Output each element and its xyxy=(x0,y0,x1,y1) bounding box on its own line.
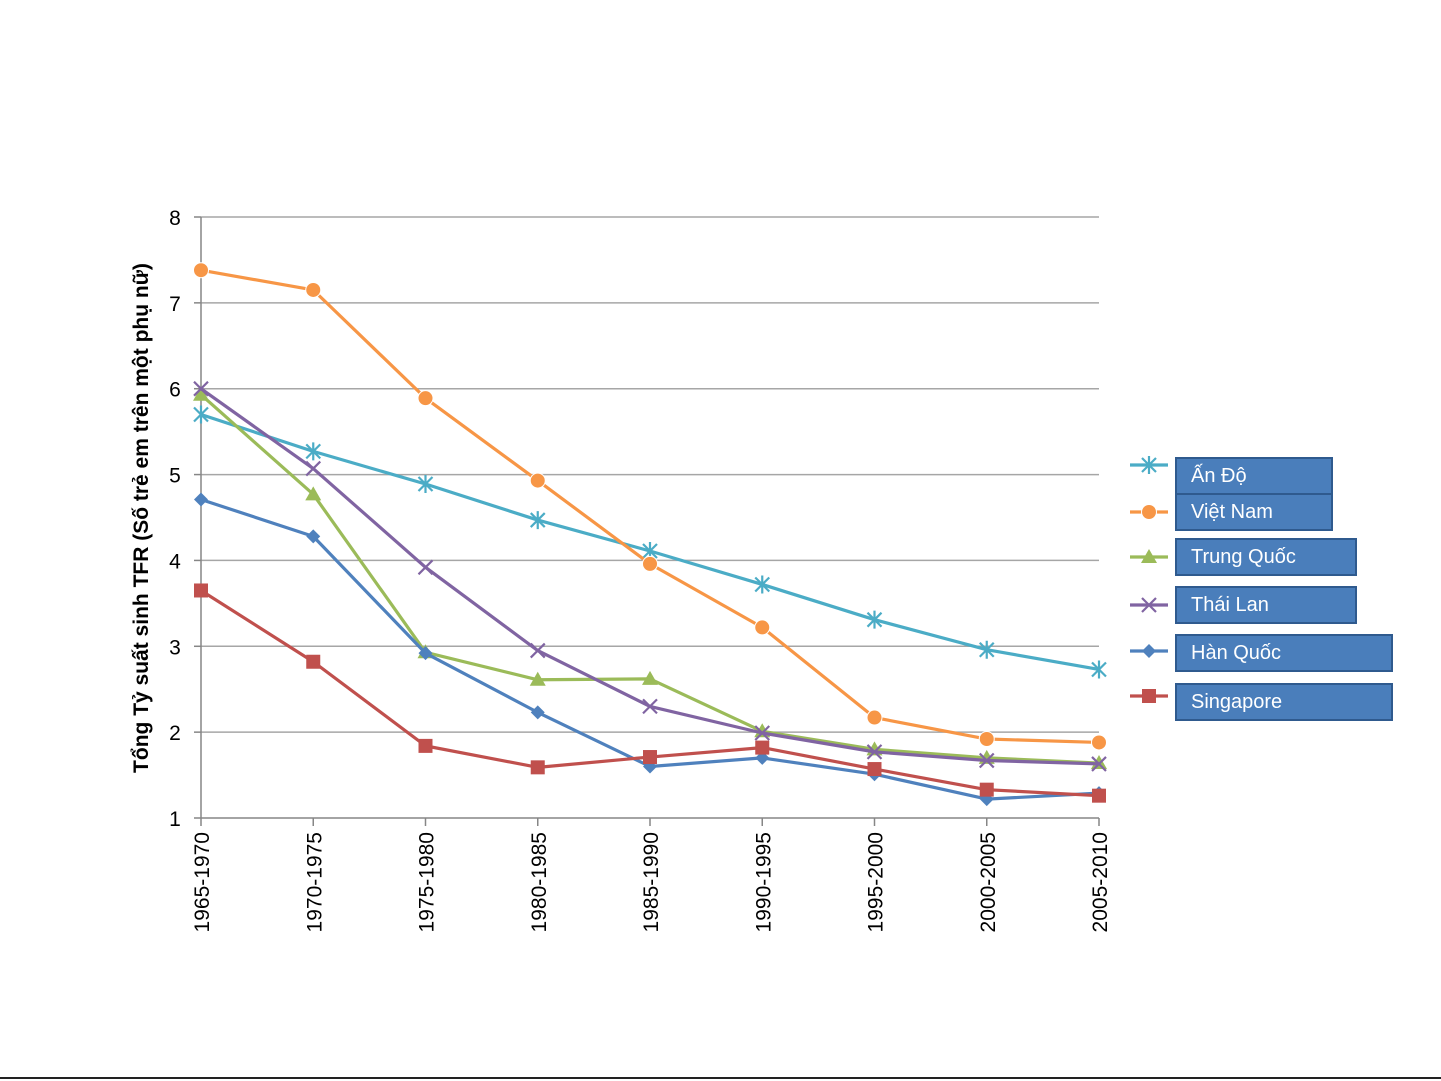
y-tick-label: 2 xyxy=(169,722,181,745)
x-tick-label: 1990-1995 xyxy=(752,832,775,932)
data-point xyxy=(754,575,771,594)
y-tick-label: 5 xyxy=(169,465,181,488)
y-tick-label: 8 xyxy=(169,207,181,230)
data-point xyxy=(417,559,434,576)
data-point xyxy=(194,492,208,507)
data-point xyxy=(529,671,546,686)
data-point xyxy=(418,738,433,753)
data-point xyxy=(978,752,995,769)
data-point xyxy=(1091,755,1107,770)
data-point xyxy=(643,750,657,765)
legend-key-marker xyxy=(1141,456,1157,474)
legend-entry: Ấn Độ xyxy=(1175,457,1333,495)
x-tick-label: 1970-1975 xyxy=(303,832,326,932)
series-0 xyxy=(193,405,1107,679)
data-point xyxy=(642,555,658,572)
y-tick-label: 4 xyxy=(169,550,181,573)
y-tick-label: 6 xyxy=(169,379,181,402)
y-tick-label: 7 xyxy=(169,293,181,316)
data-point xyxy=(417,390,434,407)
y-tick-label: 3 xyxy=(169,636,181,659)
series-5 xyxy=(194,583,1106,803)
data-point xyxy=(642,698,658,715)
data-point xyxy=(194,583,208,598)
data-point xyxy=(418,646,433,661)
data-point xyxy=(305,460,322,477)
data-point xyxy=(193,386,209,401)
data-point xyxy=(866,709,883,726)
grid-lines xyxy=(201,216,1099,733)
y-axis-title: Tổng Tỷ suất sinh TFR (Số trẻ em trên mộ… xyxy=(130,263,153,773)
x-tick-label: 1995-2000 xyxy=(865,832,888,932)
data-point xyxy=(305,442,322,461)
data-point xyxy=(1091,660,1107,679)
data-point xyxy=(306,529,321,544)
x-tick-label: 2005-2010 xyxy=(1089,832,1112,932)
legend-entry: Trung Quốc xyxy=(1175,538,1357,576)
data-point xyxy=(530,705,545,720)
legend-key-marker xyxy=(1141,504,1157,520)
data-point xyxy=(867,762,882,777)
series-3 xyxy=(193,380,1107,772)
y-tick-label: 1 xyxy=(169,808,181,831)
legend-key-marker xyxy=(1142,689,1156,703)
legend-entry: Hàn Quốc xyxy=(1175,634,1393,672)
data-point xyxy=(754,725,771,741)
legend-entry: Thái Lan xyxy=(1175,586,1357,624)
series-lines xyxy=(193,262,1107,807)
x-tick-label: 1965-1970 xyxy=(191,832,214,932)
x-tick-label: 2000-2005 xyxy=(977,832,1000,932)
data-point xyxy=(978,731,995,748)
legend-key-marker xyxy=(1142,644,1156,658)
x-tick-label: 1980-1985 xyxy=(528,832,551,932)
data-point xyxy=(1091,734,1107,751)
data-point xyxy=(530,760,545,775)
data-point xyxy=(305,281,322,298)
data-point xyxy=(417,475,434,494)
axes xyxy=(194,216,1100,826)
bottom-border xyxy=(0,1077,1441,1079)
data-point xyxy=(529,642,546,659)
data-point xyxy=(529,472,546,489)
x-tick-labels: 1965-1970 1970-1975 1975-1980 1980-1985 1985… xyxy=(191,832,1112,932)
data-point xyxy=(979,782,994,797)
x-tick-label: 1975-1980 xyxy=(416,832,439,932)
legend-entry: Việt Nam xyxy=(1175,493,1333,531)
data-point xyxy=(193,380,209,397)
data-point xyxy=(866,610,883,629)
data-point xyxy=(755,740,770,755)
legend-entry: Singapore xyxy=(1175,683,1393,721)
series-2 xyxy=(193,386,1107,770)
legend-keys xyxy=(1130,456,1168,703)
data-point xyxy=(305,486,322,501)
data-point xyxy=(193,262,209,279)
series-line xyxy=(200,412,1100,672)
legend-key-marker xyxy=(1141,597,1157,613)
legend-key-marker xyxy=(1141,549,1157,563)
data-point xyxy=(754,619,771,636)
data-point xyxy=(529,511,546,530)
data-point xyxy=(193,405,209,424)
data-point xyxy=(1091,756,1107,772)
data-point xyxy=(866,744,883,760)
data-point xyxy=(306,654,321,669)
series-1 xyxy=(193,262,1107,751)
y-tick-labels: 1 2 3 4 5 6 7 8 xyxy=(169,207,181,831)
data-point xyxy=(978,640,995,659)
x-tick-label: 1985-1990 xyxy=(640,832,663,932)
data-point xyxy=(642,670,658,685)
data-point xyxy=(1092,788,1106,803)
